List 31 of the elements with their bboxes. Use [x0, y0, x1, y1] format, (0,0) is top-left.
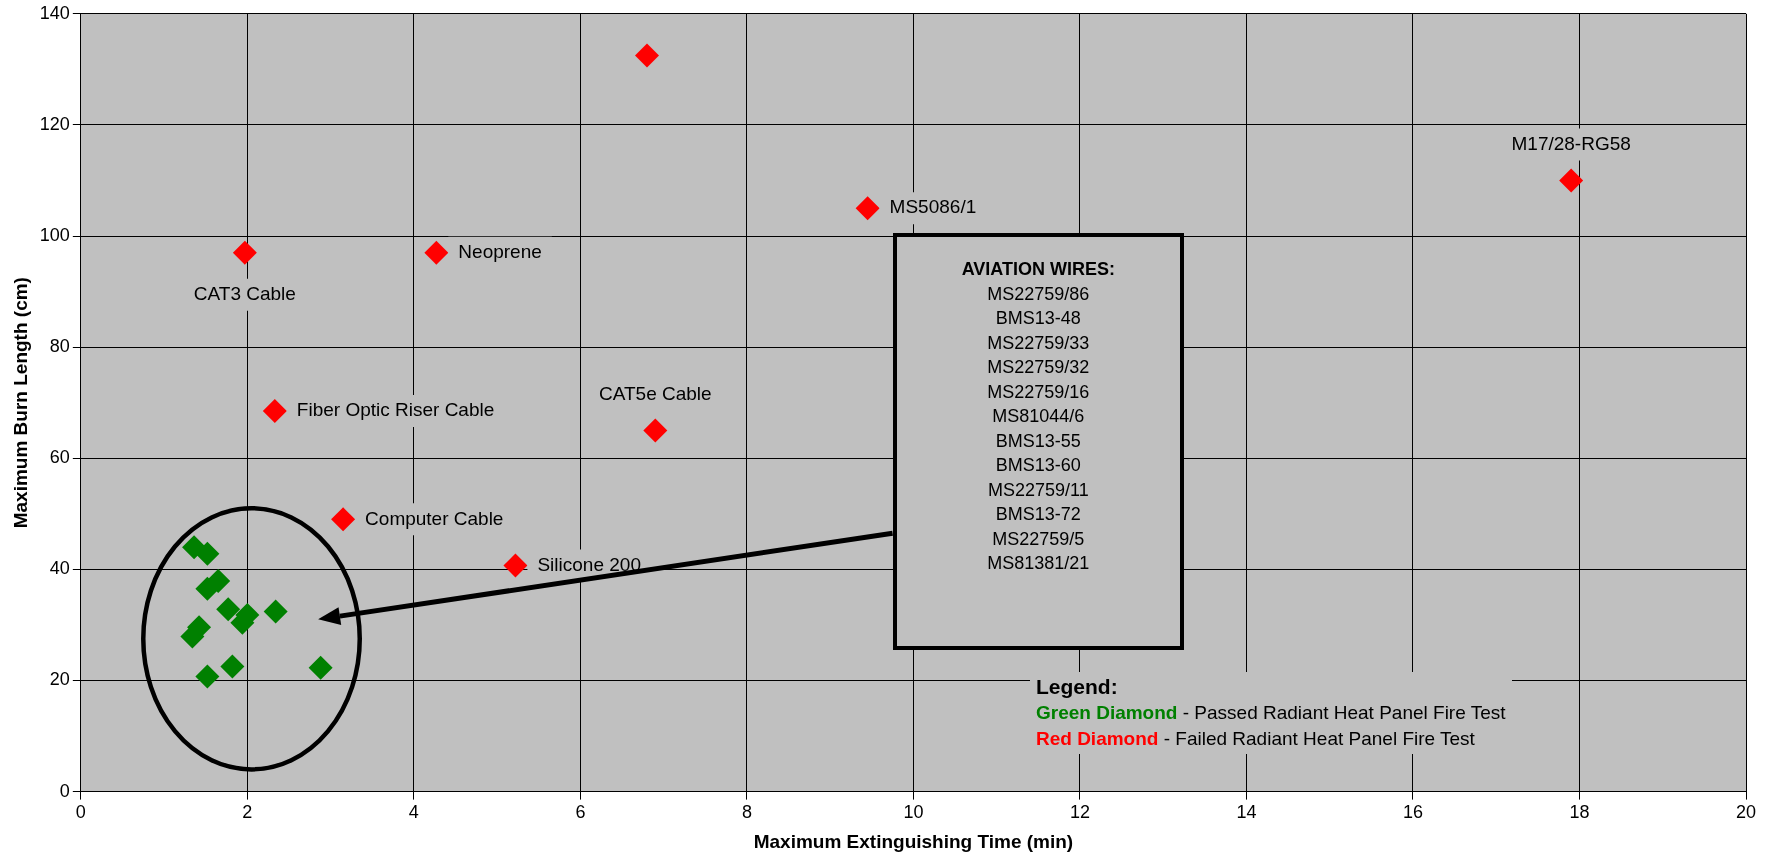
- x-tick-label: 8: [741, 802, 752, 823]
- annotation: Neoprene: [458, 240, 542, 262]
- x-tick-label: 14: [1236, 802, 1257, 823]
- x-axis-title: Maximum Extinguishing Time (min): [753, 830, 1074, 852]
- annotation: M17/28-RG58: [1511, 132, 1631, 154]
- y-axis-title: Maximum Burn Length (cm): [9, 277, 31, 529]
- x-tick-label: 4: [408, 802, 419, 823]
- x-tick-label: 18: [1569, 802, 1590, 823]
- y-tick-label: 120: [39, 113, 70, 134]
- y-tick-label: 20: [49, 669, 70, 690]
- legend-box: Legend: Green Diamond - Passed Radiant Heat Panel Fire Test Red Diamond - Failed Radiant Heat Panel Fire Test: [1029, 672, 1512, 755]
- x-tick-label: 16: [1402, 802, 1423, 823]
- y-tick-label: 0: [59, 780, 70, 801]
- x-tick-label: 6: [575, 802, 586, 823]
- annotation: Computer Cable: [365, 507, 504, 529]
- y-tick-label: 60: [49, 447, 70, 468]
- y-tick-label: 140: [39, 2, 70, 23]
- x-tick-label: 12: [1069, 802, 1090, 823]
- note-box: AVIATION WIRES: MS22759/86 BMS13-48 MS22759/33 MS22759/32 MS22759/16 MS81044/6 BMS13-55 BMS13-60 MS22759/11 BMS13-72 MS22759/5 MS81381/21: [892, 233, 1184, 650]
- annotation: Silicone 200: [537, 553, 641, 575]
- annotation: Fiber Optic Riser Cable: [296, 399, 495, 421]
- x-tick-label: 0: [75, 802, 86, 823]
- x-tick-label: 2: [242, 802, 253, 823]
- y-tick-label: 40: [49, 558, 70, 579]
- annotation: MS5086/1: [889, 196, 977, 218]
- x-tick-label: 20: [1735, 802, 1757, 823]
- annotation: CAT5e Cable: [598, 382, 712, 404]
- y-tick-label: 80: [49, 336, 70, 357]
- annotation: CAT3 Cable: [193, 282, 296, 304]
- x-tick-label: 10: [903, 802, 924, 823]
- y-tick-label: 100: [39, 225, 70, 245]
